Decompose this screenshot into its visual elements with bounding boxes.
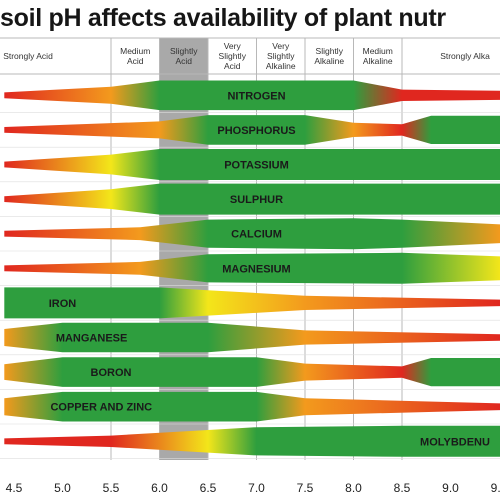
nutrient-band — [4, 322, 500, 353]
nutrient-band — [4, 425, 500, 457]
nutrient-band — [4, 287, 500, 319]
x-tick-label: 6.0 — [151, 481, 168, 495]
nutrient-band — [4, 80, 500, 111]
nutrient-band — [4, 218, 500, 250]
nutrient-band — [4, 357, 500, 387]
nutrient-label: POTASSIUM — [224, 160, 289, 172]
nutrient-label: IRON — [49, 298, 77, 310]
nutrient-label: PHOSPHORUS — [217, 125, 295, 137]
x-tick-label: 4.5 — [6, 481, 23, 495]
nutrient-label: COPPER AND ZINC — [50, 402, 152, 414]
x-tick-label: 8.0 — [345, 481, 362, 495]
column-header-3: Very Slightly Acid — [219, 41, 247, 71]
nutrient-band — [4, 115, 500, 145]
slightly-acid-header-shade — [159, 38, 208, 74]
chart-title: soil pH affects availability of plant nu… — [0, 4, 446, 32]
x-tick-label: 6.5 — [200, 481, 217, 495]
column-header-5: Slightly Alkaline — [314, 46, 344, 66]
nutrient-label: CALCIUM — [231, 229, 282, 241]
nutrient-label: NITROGEN — [227, 90, 285, 102]
nutrient-band — [4, 149, 500, 180]
column-header-2: Slightly Acid — [170, 46, 198, 66]
column-header-1: Medium Acid — [120, 46, 150, 66]
nutrient-label: MAGNESIUM — [222, 263, 290, 275]
nutrient-label: MOLYBDENU — [420, 436, 490, 448]
x-tick-label: 5.5 — [103, 481, 120, 495]
nutrient-label: MANGANESE — [56, 333, 128, 345]
nutrient-band — [4, 183, 500, 215]
nutrient-label: SULPHUR — [230, 194, 283, 206]
x-tick-label: 9.0 — [442, 481, 459, 495]
x-tick-label: 8.5 — [394, 481, 411, 495]
x-tick-label: 7.0 — [248, 481, 265, 495]
x-tick-label: 9.5 — [491, 481, 500, 495]
nutrient-label: BORON — [91, 367, 132, 379]
x-tick-label: 5.0 — [54, 481, 71, 495]
column-header-4: Very Slightly Alkaline — [266, 41, 296, 71]
column-header-6: Medium Alkaline — [363, 46, 393, 66]
column-header-7: Strongly Alka — [440, 51, 490, 61]
nutrient-band — [4, 252, 500, 284]
nutrient-band — [4, 391, 500, 422]
x-tick-label: 7.5 — [297, 481, 314, 495]
column-header-0: Strongly Acid — [3, 51, 53, 61]
